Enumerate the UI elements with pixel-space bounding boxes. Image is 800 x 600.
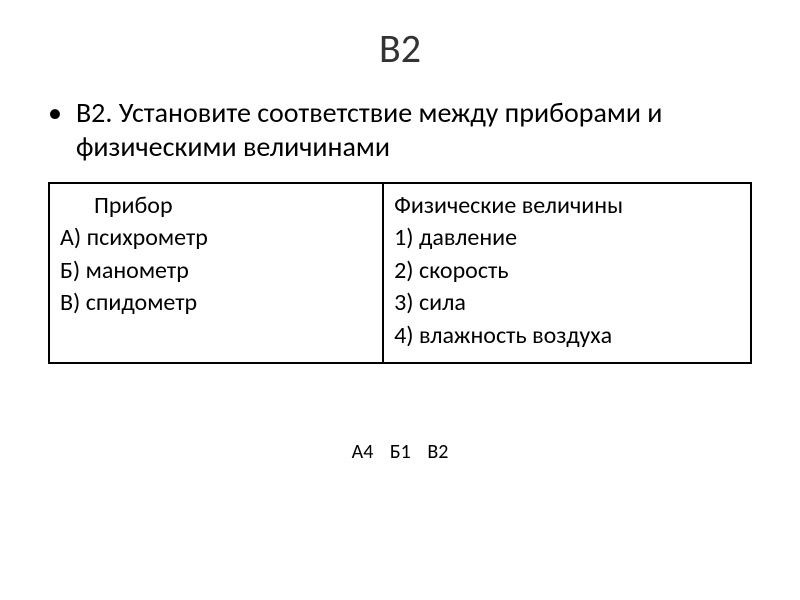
right-header: Физические величины — [394, 190, 740, 222]
table-right-cell: Физические величины 1) давление 2) скоро… — [384, 184, 750, 362]
answer-part: В2 — [427, 440, 448, 464]
question-text: В2. Установите соответствие между прибор… — [76, 96, 748, 163]
table-row: Б) манометр — [60, 255, 372, 287]
matching-table: Прибор А) психрометр Б) манометр В) спид… — [48, 182, 752, 364]
table-row: 1) давление — [394, 222, 740, 254]
table-row: А) психрометр — [60, 222, 372, 254]
table-left-cell: Прибор А) психрометр Б) манометр В) спид… — [50, 184, 384, 362]
table-row: 2) скорость — [394, 255, 740, 287]
answer-key: А4 Б1 В2 — [0, 440, 800, 464]
left-header: Прибор — [60, 190, 372, 222]
question-block: • В2. Установите соответствие между приб… — [48, 96, 748, 163]
bullet-marker: • — [48, 96, 62, 130]
table-row: 3) сила — [394, 287, 740, 319]
answer-part: А4 — [352, 440, 374, 464]
slide-title: В2 — [0, 0, 800, 73]
table-row: 4) влажность воздуха — [394, 320, 740, 352]
answer-part: Б1 — [390, 440, 411, 464]
table-row: В) спидометр — [60, 287, 372, 319]
